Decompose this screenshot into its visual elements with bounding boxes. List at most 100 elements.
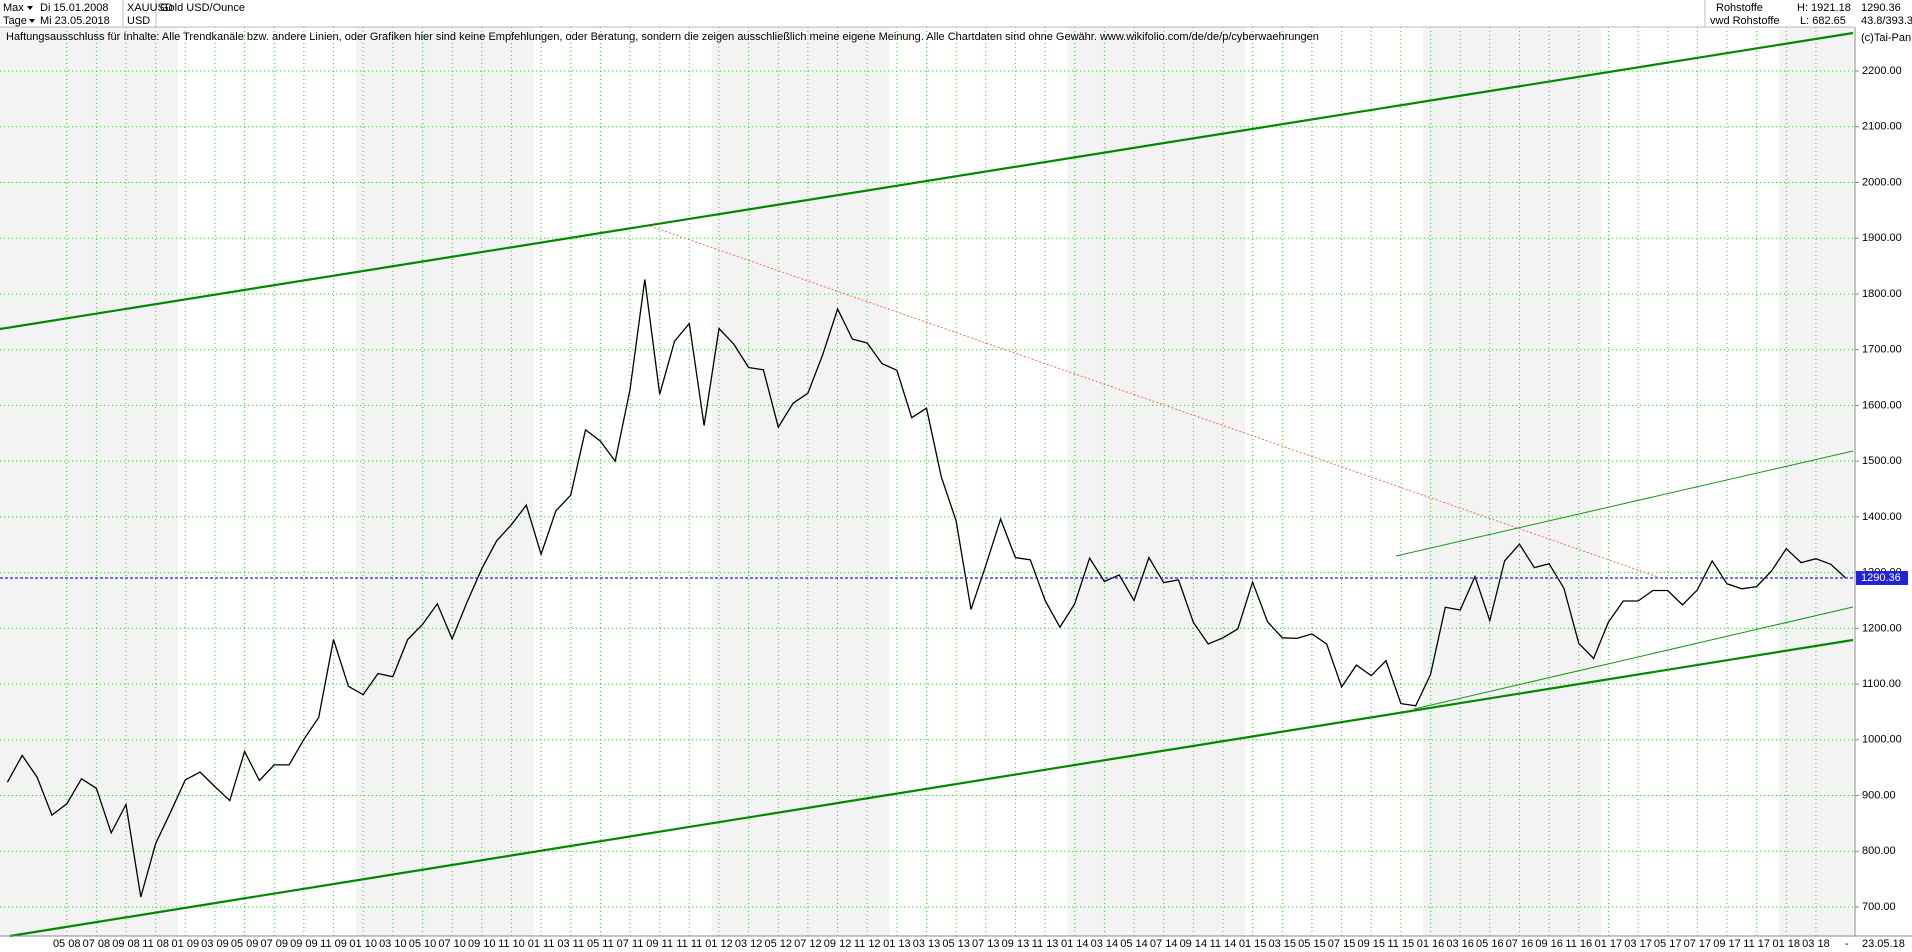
x-tick-label: 09 08: [112, 938, 140, 950]
year-band: [711, 27, 890, 936]
x-tick-label: 01 17: [1595, 938, 1623, 950]
year-band: [1067, 27, 1246, 936]
x-tick-label: 03 11: [557, 938, 584, 950]
interval[interactable]: Tage: [3, 15, 27, 27]
x-tick-label: 09 11: [646, 938, 673, 950]
x-tick-label: 01 16: [1417, 938, 1445, 950]
x-tick-label: 03 09: [201, 938, 229, 950]
x-tick-label: 05 15: [1298, 938, 1326, 950]
x-tick-label: 03 12: [735, 938, 763, 950]
copyright: (c)Tai-Pan: [1861, 32, 1911, 44]
x-tick-label: 09 13: [1002, 938, 1030, 950]
end-dash: -: [1845, 938, 1849, 950]
x-tick-label: 01 13: [883, 938, 911, 950]
x-tick-label: 05 11: [587, 938, 614, 950]
x-tick-label: 11 14: [1210, 938, 1237, 950]
high: H: 1921.18: [1797, 2, 1851, 14]
x-tick-label: 01 11: [528, 938, 555, 950]
currency: USD: [127, 15, 150, 27]
y-tick-label: 2200.00: [1862, 65, 1902, 77]
x-tick-label: 07 15: [1328, 938, 1356, 950]
trend-line: [649, 225, 1659, 578]
y-tick-label: 1200.00: [1862, 622, 1902, 634]
x-tick-label: 05 09: [231, 938, 259, 950]
x-tick-label: 07 10: [438, 938, 466, 950]
x-tick-label: 09 17: [1713, 938, 1741, 950]
year-band: [1778, 27, 1853, 936]
x-tick-label: 11 15: [1388, 938, 1415, 950]
disclaimer: Haftungsausschluss für Inhalte: Alle Tre…: [6, 31, 1319, 43]
x-tick-label: 07 16: [1506, 938, 1534, 950]
x-tick-label: 01 15: [1239, 938, 1267, 950]
ratio: 43.8/393.3: [1861, 15, 1912, 27]
y-tick-label: 900.00: [1862, 789, 1896, 801]
x-tick-label: 07 08: [83, 938, 111, 950]
x-tick-label: 05 17: [1654, 938, 1682, 950]
year-band: [1423, 27, 1601, 936]
plot: [0, 279, 1853, 898]
x-tick-label: 01 18: [1773, 938, 1801, 950]
y-tick-label: 1900.00: [1862, 232, 1902, 244]
year-band: [355, 27, 534, 936]
y-tick-label: 2000.00: [1862, 176, 1902, 188]
x-tick-label: 03 15: [1269, 938, 1297, 950]
end-date: Mi 23.05.2018: [40, 15, 110, 27]
grid: [0, 27, 1853, 936]
x-tick-label: 09 12: [824, 938, 852, 950]
x-tick-label: 09 15: [1357, 938, 1385, 950]
x-tick-label: 11 12: [854, 938, 881, 950]
y-tick-label: 1400.00: [1862, 511, 1902, 523]
x-tick-label: 11 11: [676, 938, 702, 950]
x-tick-label: 01 14: [1061, 938, 1089, 950]
year-band: [0, 27, 178, 936]
dropdown-icon[interactable]: [29, 19, 35, 23]
dropdown-icon[interactable]: [27, 6, 33, 10]
y-tick-label: 800.00: [1862, 845, 1896, 857]
x-tick-label: 11 16: [1565, 938, 1592, 950]
range[interactable]: Max: [3, 2, 24, 14]
x-tick-label: 11 08: [142, 938, 169, 950]
y-tick-label: 700.00: [1862, 901, 1896, 913]
header-bg: [0, 0, 1912, 27]
x-tick-label: 01 09: [172, 938, 200, 950]
x-tick-label: 09 10: [468, 938, 496, 950]
x-tick-label: 07 09: [260, 938, 288, 950]
symbol: XAUUSD: [127, 2, 173, 14]
x-tick-label: 07 14: [1150, 938, 1178, 950]
x-tick-label: 05 16: [1476, 938, 1504, 950]
x-tick-label: 03 13: [913, 938, 941, 950]
x-tick-label: 09 09: [290, 938, 318, 950]
x-tick-label: 03 16: [1446, 938, 1474, 950]
x-tick-label: 03 14: [1091, 938, 1119, 950]
x-tick-label: 09 14: [1180, 938, 1208, 950]
y-tick-label: 1500.00: [1862, 455, 1902, 467]
end-label: 23.05.18: [1862, 938, 1905, 950]
low: L: 682.65: [1800, 15, 1846, 27]
source: vwd Rohstoffe: [1710, 15, 1780, 27]
x-tick-label: 11 09: [320, 938, 347, 950]
x-tick-label: 03 17: [1624, 938, 1652, 950]
x-tick-label: 11 10: [498, 938, 525, 950]
y-tick-label: 2100.00: [1862, 121, 1902, 133]
y-tick-label: 1000.00: [1862, 734, 1902, 746]
x-tick-label: 03 10: [379, 938, 407, 950]
market: Rohstoffe: [1716, 2, 1763, 14]
y-tick-label: 1100.00: [1862, 678, 1901, 690]
x-tick-label: 07 17: [1684, 938, 1712, 950]
instrument: Gold USD/Ounce: [160, 2, 245, 14]
x-tick-label: 05 10: [409, 938, 437, 950]
x-tick-label: 03 18: [1802, 938, 1830, 950]
x-tick-label: 05 12: [764, 938, 792, 950]
last-price-label: 1290.36: [1861, 572, 1901, 584]
x-tick-label: 05 08: [53, 938, 81, 950]
trend-line: [1413, 606, 1854, 710]
x-tick-label: 07 12: [794, 938, 822, 950]
x-tick-label: 07 11: [617, 938, 644, 950]
background-bands: [0, 27, 1853, 936]
x-tick-label: 01 10: [349, 938, 377, 950]
trend-line: [0, 31, 1854, 331]
x-tick-label: 11 13: [1032, 938, 1059, 950]
x-tick-label: 01 12: [705, 938, 733, 950]
start-date: Di 15.01.2008: [40, 2, 109, 14]
